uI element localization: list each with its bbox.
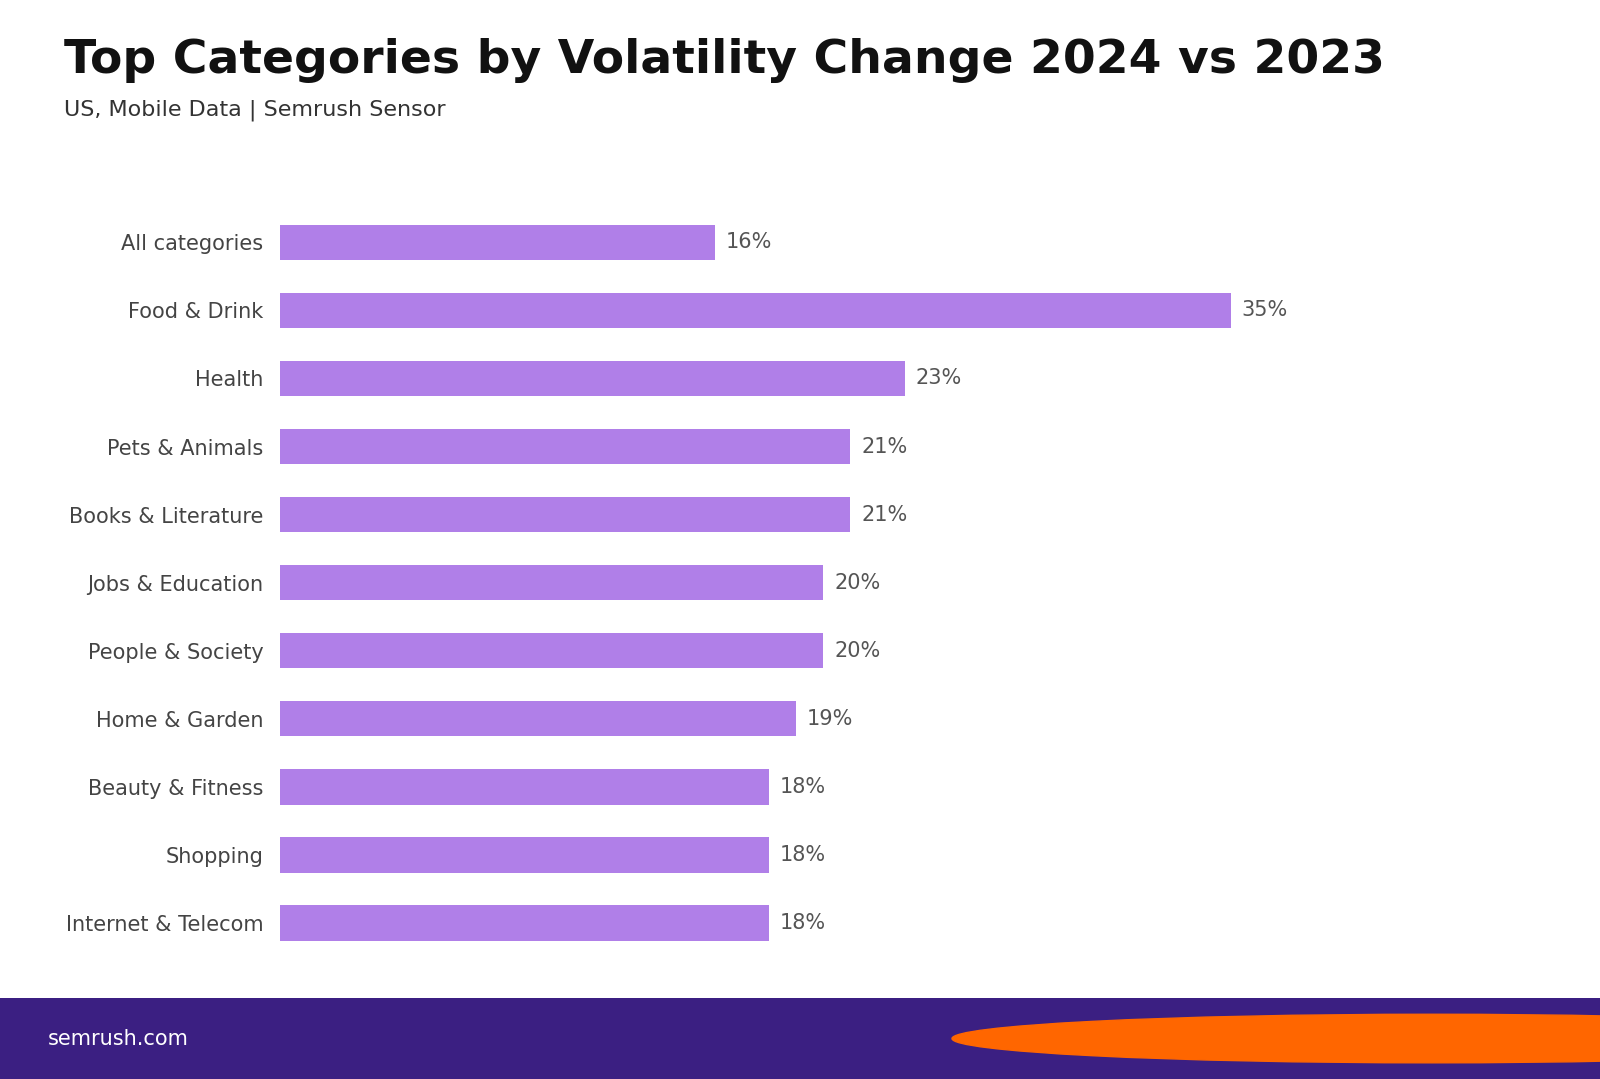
Bar xyxy=(280,428,851,464)
Circle shape xyxy=(952,1014,1600,1063)
Text: 35%: 35% xyxy=(1242,300,1288,320)
Bar xyxy=(280,905,770,941)
Text: 19%: 19% xyxy=(806,709,853,728)
Text: SEMRUSH: SEMRUSH xyxy=(1464,1022,1600,1055)
Bar xyxy=(280,565,824,600)
Text: 18%: 18% xyxy=(779,913,826,933)
Text: 21%: 21% xyxy=(861,505,907,524)
Bar xyxy=(280,701,797,737)
Bar xyxy=(280,360,904,396)
Text: 16%: 16% xyxy=(725,232,771,252)
Text: 18%: 18% xyxy=(779,777,826,797)
Text: 20%: 20% xyxy=(834,641,880,660)
Bar xyxy=(280,292,1230,328)
Text: US, Mobile Data | Semrush Sensor: US, Mobile Data | Semrush Sensor xyxy=(64,99,446,121)
Text: Top Categories by Volatility Change 2024 vs 2023: Top Categories by Volatility Change 2024… xyxy=(64,38,1386,83)
Bar xyxy=(280,224,715,260)
Text: 21%: 21% xyxy=(861,437,907,456)
Text: semrush.com: semrush.com xyxy=(48,1028,189,1049)
Text: 23%: 23% xyxy=(915,368,962,388)
Bar xyxy=(280,497,851,532)
Bar xyxy=(280,837,770,873)
Text: 20%: 20% xyxy=(834,573,880,592)
Bar xyxy=(280,633,824,668)
Text: 18%: 18% xyxy=(779,845,826,865)
Bar xyxy=(280,769,770,805)
